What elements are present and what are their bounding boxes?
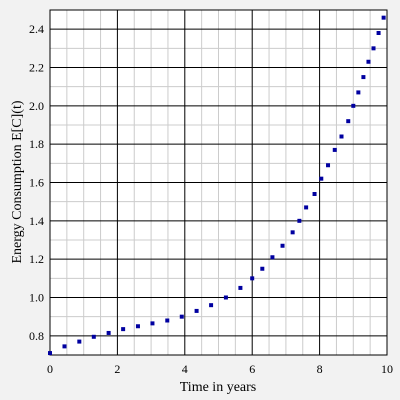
data-point (312, 192, 317, 196)
y-tick-label: 2.2 (29, 61, 44, 75)
x-tick-label: 8 (317, 362, 323, 376)
x-tick-label: 4 (182, 362, 188, 376)
data-point (339, 134, 344, 139)
data-point (290, 230, 295, 235)
data-point (106, 330, 111, 335)
data-point (194, 308, 199, 313)
y-tick-label: 0.8 (29, 329, 44, 343)
data-point (366, 59, 371, 64)
data-point (91, 334, 96, 339)
data-point (346, 119, 351, 124)
y-tick-label: 1.6 (29, 176, 44, 190)
x-tick-label: 2 (114, 362, 120, 376)
y-tick-label: 1.4 (29, 214, 44, 228)
y-tick-label: 1.2 (29, 252, 44, 266)
data-point (356, 90, 361, 95)
data-point (223, 295, 228, 300)
x-axis-label: Time in years (180, 380, 256, 395)
data-points (48, 15, 386, 356)
data-point (381, 15, 386, 20)
data-point (62, 344, 67, 349)
data-point (77, 339, 82, 344)
data-point (351, 103, 356, 108)
data-point (297, 218, 302, 223)
data-point (260, 266, 265, 271)
y-tick-label: 2.0 (29, 99, 44, 113)
data-point (319, 176, 324, 181)
y-axis-label: Energy Consumption E[C](t) (10, 100, 25, 263)
y-axis-ticks: 0.8 1.0 1.2 1.4 1.6 1.8 2.0 2.2 2.4 (29, 22, 44, 343)
data-point (332, 147, 337, 152)
x-tick-label: 10 (381, 362, 393, 376)
x-axis-ticks: 0 2 4 6 8 10 (47, 362, 393, 376)
x-tick-label: 0 (47, 362, 53, 376)
y-tick-label: 1.0 (29, 291, 44, 305)
x-tick-label: 6 (249, 362, 255, 376)
data-point (304, 205, 309, 210)
data-point (209, 303, 214, 308)
data-point (121, 327, 126, 332)
data-point (371, 46, 376, 51)
data-point (150, 321, 155, 326)
data-point (361, 75, 366, 80)
data-point (165, 318, 170, 323)
data-point (48, 351, 52, 356)
y-tick-label: 1.8 (29, 137, 44, 151)
data-point (179, 314, 184, 319)
data-point (270, 255, 275, 260)
data-point (238, 285, 243, 290)
data-point (280, 243, 285, 248)
y-tick-label: 2.4 (29, 22, 44, 36)
data-point (250, 276, 255, 281)
data-point (135, 324, 140, 329)
data-point (326, 163, 331, 168)
plot-frame (49, 9, 388, 356)
data-point (376, 31, 381, 35)
